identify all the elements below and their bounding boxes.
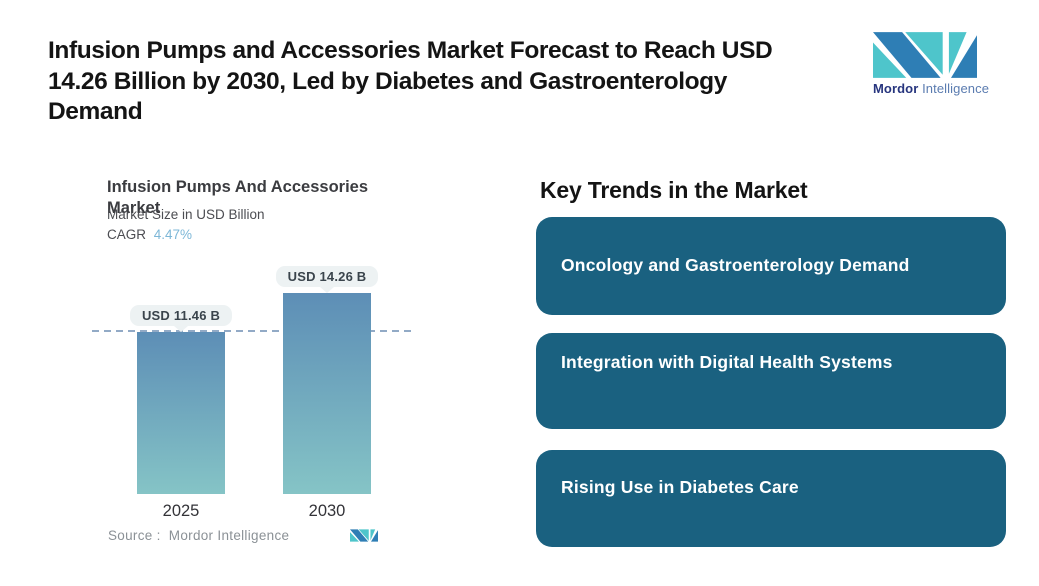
bar-2030: [283, 293, 371, 494]
trend-card-label: Oncology and Gastroenterology Demand: [561, 255, 910, 275]
trend-card-digital-health: Integration with Digital Health Systems: [536, 333, 1006, 429]
bar-chart-plot: USD 11.46 B 2025 USD 14.26 B 2030: [92, 266, 412, 520]
chart-subtitle: Market Size in USD Billion: [107, 207, 265, 222]
chart-title-line-2: Market: [107, 198, 161, 217]
source-text: Source : Mordor Intelligence: [108, 528, 289, 543]
chart-title: Infusion Pumps And Accessories Market: [107, 177, 368, 219]
bar-value-label-2025: USD 11.46 B: [129, 305, 233, 326]
cagr-label: CAGR: [107, 227, 147, 242]
reference-dashed-line: [92, 330, 412, 332]
page-title-line-3: Demand: [48, 98, 143, 126]
bar-group-2030: USD 14.26 B 2030: [275, 266, 379, 520]
cagr-value: 4.47%: [153, 227, 193, 242]
page-title: Infusion Pumps and Accessories Market Fo…: [48, 36, 848, 128]
source-value: Mordor Intelligence: [168, 528, 290, 543]
bar-label-pointer-icon: [320, 287, 334, 293]
x-tick-2025: 2025: [162, 502, 200, 520]
brand-name: Mordor Intelligence: [873, 81, 989, 96]
trends-heading: Key Trends in the Market: [540, 177, 808, 204]
bar-value-label-2030: USD 14.26 B: [275, 266, 379, 287]
mordor-intelligence-logo-icon: [873, 32, 977, 78]
trend-card-oncology: Oncology and Gastroenterology Demand: [536, 217, 1006, 315]
brand-logo: Mordor Intelligence: [873, 32, 989, 96]
chart-title-line-1: Infusion Pumps And Accessories: [107, 177, 369, 196]
bar-label-pointer-icon: [174, 326, 188, 332]
mordor-mini-logo-icon: [350, 529, 378, 542]
page-title-line-2: 14.26 Billion by 2030, Led by Diabetes a…: [48, 67, 727, 95]
brand-name-bold: Mordor: [873, 81, 919, 96]
trend-card-label: Integration with Digital Health Systems: [561, 352, 893, 372]
bar-group-2025: USD 11.46 B 2025: [129, 305, 233, 520]
chart-source-row: Source : Mordor Intelligence: [108, 528, 378, 543]
brand-name-light: Intelligence: [922, 81, 990, 96]
source-label: Source :: [108, 528, 161, 543]
trend-card-diabetes: Rising Use in Diabetes Care: [536, 450, 1006, 547]
x-tick-2030: 2030: [308, 502, 346, 520]
trend-card-label: Rising Use in Diabetes Care: [561, 477, 799, 497]
page-title-line-1: Infusion Pumps and Accessories Market Fo…: [48, 37, 773, 65]
bar-2025: [137, 332, 225, 494]
chart-cagr: CAGR 4.47%: [107, 227, 192, 242]
